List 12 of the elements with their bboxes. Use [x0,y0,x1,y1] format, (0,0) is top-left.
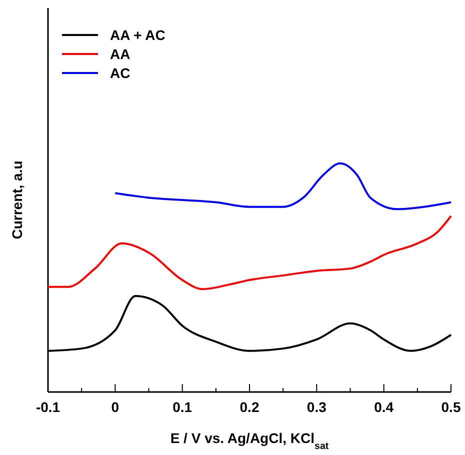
x-tick-label: 0.1 [172,398,192,415]
x-tick-label: 0 [111,398,120,415]
x-axis-title: E / V vs. Ag/AgCl, KCl$_{sat}$ [170,430,330,452]
legend-label: AA [110,46,130,62]
x-tick-label: 0.4 [374,398,394,415]
x-tick-label: 0.5 [441,398,461,415]
legend-label: AC [110,65,130,81]
x-tick-label: 0.2 [240,398,260,415]
legend-label: AA + AC [110,27,166,43]
x-tick-label: -0.1 [36,398,60,415]
x-tick-label: 0.3 [306,398,327,415]
y-axis-title: Current, a.u [9,160,25,240]
